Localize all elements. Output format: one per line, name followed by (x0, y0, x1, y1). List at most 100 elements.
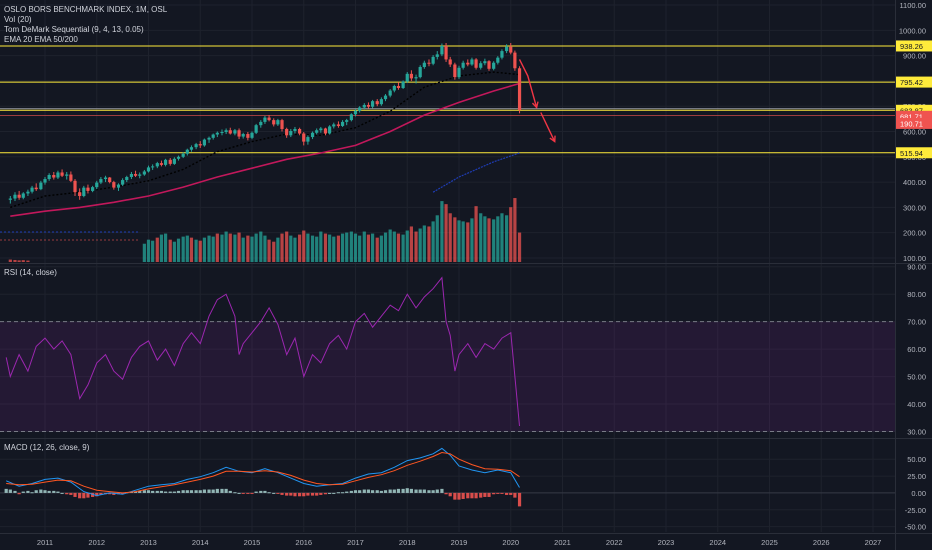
macd-histogram-bar (336, 492, 341, 494)
volume-bar (370, 233, 375, 262)
macd-label[interactable]: MACD (12, 26, close, 9) (4, 443, 90, 452)
price-tick-label: 900.00 (903, 52, 926, 61)
candle-body (202, 139, 206, 146)
candle-body (138, 174, 142, 176)
candle-body (34, 187, 38, 190)
volume-bar (142, 243, 146, 262)
time-axis-label: 2014 (192, 538, 209, 547)
volume-bar (254, 233, 258, 262)
macd-histogram-bar (39, 489, 43, 493)
candle-body (319, 128, 323, 131)
volume-bar (259, 231, 263, 262)
level-tag-label: 683.87 (900, 106, 923, 115)
volume-bar (211, 236, 215, 262)
macd-histogram-bar (52, 490, 56, 493)
candle-body (116, 184, 121, 188)
candle-body (302, 133, 306, 142)
price-tick-label: 100.00 (903, 254, 926, 263)
macd-histogram-bar (409, 488, 413, 493)
candle-body (207, 137, 211, 140)
volume-bar (466, 222, 470, 262)
candle-body (254, 125, 258, 133)
candle-body (405, 73, 409, 82)
volume-bar (280, 233, 284, 262)
ema-long-line (10, 82, 520, 217)
candle-body (56, 172, 60, 178)
candle-body (47, 174, 51, 180)
candle-body (409, 73, 413, 79)
volume-bar (461, 221, 465, 262)
macd-histogram-bar (207, 489, 211, 493)
macd-histogram-bar (181, 490, 185, 493)
time-axis-label: 2023 (658, 538, 675, 547)
candle-body (176, 156, 181, 159)
macd-histogram-bar (513, 492, 517, 498)
volume-bar (517, 232, 522, 262)
candle-body (496, 57, 500, 63)
candle-body (401, 81, 405, 89)
macd-histogram-bar (353, 490, 358, 493)
candle-body (259, 121, 263, 126)
macd-histogram-bar (505, 492, 509, 495)
macd-histogram-bar (435, 489, 439, 493)
macd-histogram-bar (453, 492, 457, 500)
volume-bar (228, 233, 232, 262)
macd-histogram-bar (224, 488, 228, 493)
macd-legend[interactable]: MACD (12, 26, close, 9) (4, 443, 89, 453)
volume-bar (26, 260, 30, 262)
time-axis-label: 2019 (451, 538, 468, 547)
macd-histogram-bar (496, 492, 500, 494)
price-legend: OSLO BORS BENCHMARK INDEX, 1M, OSL Vol (… (4, 5, 167, 45)
candle-body (505, 46, 509, 52)
macd-histogram-bar (414, 489, 418, 493)
symbol-title[interactable]: OSLO BORS BENCHMARK INDEX, 1M, OSL (4, 5, 168, 14)
candle-body (517, 68, 522, 111)
macd-histogram-bar (396, 488, 401, 493)
candle-body (483, 61, 487, 64)
macd-histogram-bar (159, 490, 164, 493)
rsi-legend[interactable]: RSI (14, close) (4, 268, 57, 278)
price-tag-label: 681.71 (900, 112, 923, 121)
volume-bar (315, 236, 319, 262)
macd-histogram-bar (483, 492, 487, 497)
macd-histogram-bar (43, 490, 47, 493)
volume-bar (422, 225, 426, 262)
macd-histogram-bar (323, 492, 328, 495)
volume-bar (202, 237, 206, 262)
macd-histogram-bar (466, 492, 470, 499)
macd-histogram-bar (99, 492, 103, 495)
candle-body (91, 187, 95, 191)
candle-body (362, 104, 366, 108)
forecast-arrow (518, 59, 538, 108)
macd-histogram-bar (444, 492, 448, 495)
volume-bar (435, 215, 439, 262)
rsi-tick-label: 30.00 (907, 428, 926, 437)
macd-histogram-bar (82, 492, 86, 499)
time-axis-label: 2012 (88, 538, 105, 547)
level-tag-label: 938.26 (900, 42, 923, 51)
rsi-label[interactable]: RSI (14, close) (4, 268, 57, 277)
macd-histogram-bar (358, 490, 362, 493)
volume-bar (159, 234, 164, 262)
candle-body (366, 104, 371, 107)
candle-body (461, 62, 465, 68)
macd-histogram-bar (470, 492, 474, 499)
rsi-tick-label: 90.00 (907, 263, 926, 272)
macd-histogram-bar (246, 492, 250, 494)
macd-histogram-bar (198, 490, 202, 493)
candle-body (379, 99, 383, 105)
demark-legend[interactable]: Tom DeMark Sequential (9, 4, 13, 0.05) (4, 25, 144, 34)
time-axis-label: 2024 (709, 538, 726, 547)
candle-body (332, 124, 336, 127)
macd-histogram-bar (78, 492, 82, 499)
candle-body (172, 158, 176, 164)
macd-histogram-bar (405, 488, 409, 493)
macd-histogram-bar (17, 492, 21, 495)
volume-bar (505, 215, 509, 262)
rsi-tick-label: 50.00 (907, 373, 926, 382)
ema-legend[interactable]: EMA 20 EMA 50/200 (4, 35, 78, 44)
candle-body (52, 174, 56, 178)
volume-legend[interactable]: Vol (20) (4, 15, 32, 24)
rsi-line (5, 276, 520, 427)
